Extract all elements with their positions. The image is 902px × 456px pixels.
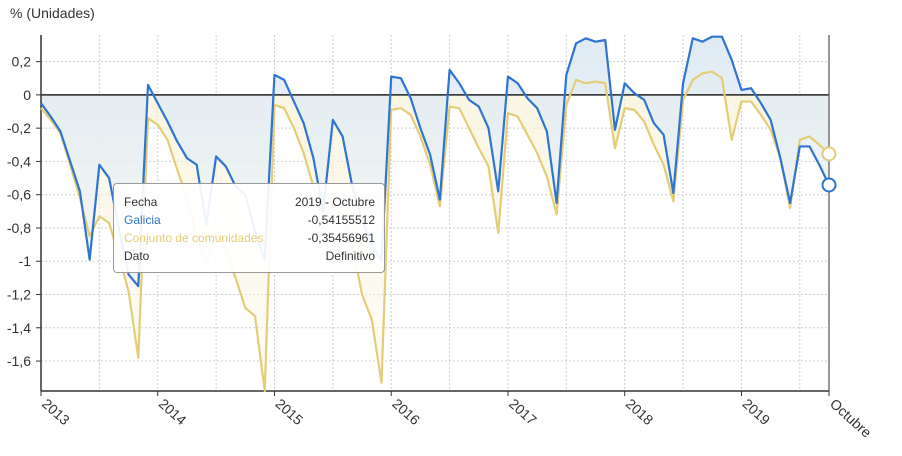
tooltip-row-conjunto: Conjunto de comunidades -0,35456961 <box>124 229 375 247</box>
series-line <box>40 70 830 393</box>
tooltip-row-galicia: Galicia -0,54155512 <box>124 211 375 229</box>
y-tick-label: -1,4 <box>7 320 31 336</box>
tooltip-row-dato: Dato Definitivo <box>124 247 375 265</box>
tooltip-value: 2019 - Octubre <box>294 195 375 209</box>
x-tick-label: 2014 <box>156 395 190 428</box>
highlight-marker <box>821 177 837 193</box>
x-tick-label: 2015 <box>272 395 306 428</box>
y-tick-label: -1 <box>19 253 32 269</box>
y-tick-label: -1,2 <box>7 287 31 303</box>
y-tick-label: -0,4 <box>7 153 31 169</box>
series-area <box>41 36 829 287</box>
series-line <box>40 35 830 288</box>
y-tick-label: 0 <box>23 87 31 103</box>
tooltip-key: Galicia <box>124 213 161 227</box>
x-tick-label: 2013 <box>39 395 73 428</box>
y-tick-label: -0,6 <box>7 187 31 203</box>
y-tick-label: 0,2 <box>12 54 32 70</box>
x-tick-label: 2017 <box>506 395 540 428</box>
chart-tooltip: Fecha 2019 - Octubre Galicia -0,54155512… <box>113 183 385 273</box>
tooltip-row-date: Fecha 2019 - Octubre <box>124 193 375 211</box>
tooltip-key: Fecha <box>124 195 158 209</box>
highlight-marker <box>821 146 837 162</box>
y-tick-label: -0,2 <box>7 120 31 136</box>
tooltip-key: Dato <box>124 249 150 263</box>
y-tick-label: -0,8 <box>7 220 31 236</box>
tooltip-value: -0,35456961 <box>307 231 375 245</box>
tooltip-key: Conjunto de comunidades <box>124 231 264 245</box>
tooltip-value: Definitivo <box>325 249 375 263</box>
y-axis-label: % (Unidades) <box>10 5 95 21</box>
x-tick-label: 2019 <box>739 395 773 428</box>
x-tick-label: Octubre <box>827 395 875 440</box>
tooltip-value: -0,54155512 <box>307 213 375 227</box>
x-tick-label: 2018 <box>623 395 657 428</box>
y-tick-label: -1,6 <box>7 353 31 369</box>
x-tick-label: 2016 <box>389 395 423 428</box>
